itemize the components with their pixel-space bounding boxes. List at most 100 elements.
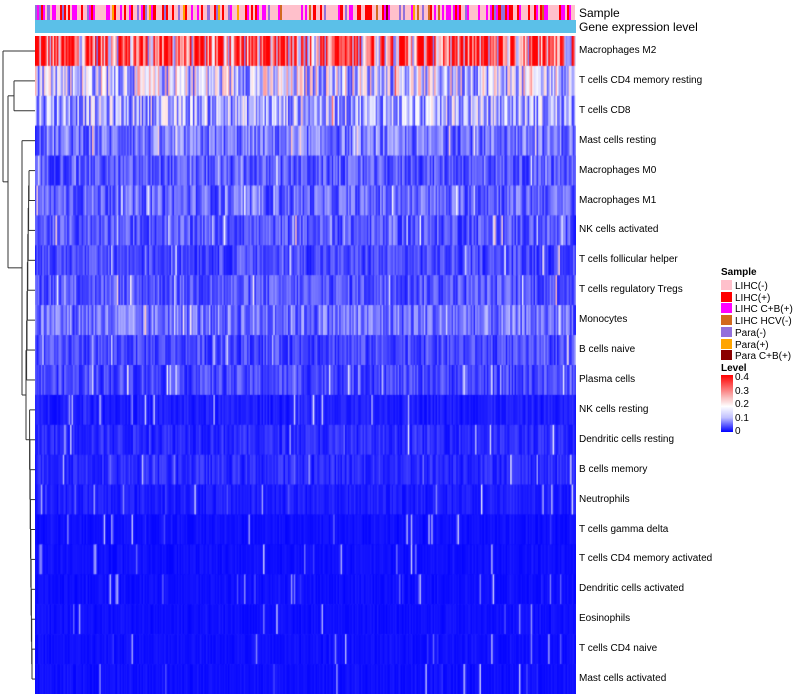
- sample-annotation-cell: [417, 5, 420, 20]
- sample-annotation-cell: [230, 5, 233, 20]
- sample-annotation-cell: [282, 5, 285, 20]
- sample-annotation-cell: [379, 5, 383, 20]
- row-label: Plasma cells: [579, 373, 636, 385]
- sample-annotation-cell: [134, 5, 137, 20]
- sample-annotation-cell: [446, 5, 449, 20]
- sample-annotation-cell: [330, 5, 333, 20]
- sample-annotation-cell: [423, 5, 426, 20]
- sample-annotation-cell: [105, 5, 108, 20]
- sample-annotation-cell: [242, 5, 245, 20]
- sample-annotation-cell: [95, 5, 98, 20]
- sample-annotation-cell: [352, 5, 356, 20]
- sample-annotation-cell: [184, 5, 187, 20]
- row-label: Monocytes: [579, 314, 628, 326]
- sample-annotation-cell: [473, 5, 476, 20]
- sample-annotation-cell: [315, 5, 318, 20]
- sample-annotation-cell: [523, 5, 526, 20]
- legend-swatch: [721, 280, 732, 290]
- sample-annotation-cell: [450, 5, 453, 20]
- sample-annotation-cell: [99, 5, 102, 20]
- legend-sample-label: LIHC HCV(-): [735, 316, 792, 328]
- sample-annotation-cell: [107, 5, 110, 20]
- sample-annotation-cell: [452, 5, 455, 20]
- sample-annotation-cell: [290, 5, 293, 20]
- sample-annotation-cell: [556, 5, 559, 20]
- sample-annotation-cell: [533, 5, 536, 20]
- legend-swatch: [721, 326, 732, 337]
- sample-annotation-cell: [537, 5, 540, 20]
- sample-annotation-cell: [554, 5, 557, 20]
- row-label: Mast cells resting: [579, 134, 657, 146]
- sample-annotation-cell: [319, 5, 322, 20]
- sample-annotation-cell: [97, 5, 100, 20]
- sample-annotation-cell: [86, 5, 90, 20]
- sample-annotation-cell: [59, 5, 63, 20]
- sample-annotation-cell: [488, 5, 491, 20]
- row-label: T cells follicular helper: [579, 254, 678, 266]
- legend-sample-item: Para(-): [721, 326, 766, 339]
- annotation-label-sample: Sample: [579, 6, 620, 20]
- sample-annotation-cell: [303, 5, 306, 20]
- legend-sample-label: LIHC(+): [735, 292, 771, 304]
- sample-annotation-cell: [49, 5, 52, 20]
- sample-annotation-cell: [325, 5, 329, 20]
- legend-sample-label: Para C+B(+): [735, 351, 792, 363]
- sample-annotation-cell: [336, 5, 339, 20]
- sample-annotation-cell: [188, 5, 191, 20]
- sample-annotation-cell: [222, 5, 225, 20]
- sample-annotation-cell: [456, 5, 459, 20]
- sample-annotation-cell: [70, 5, 73, 20]
- sample-annotation-cell: [240, 5, 243, 20]
- sample-annotation-cell: [265, 5, 268, 20]
- sample-annotation-cell: [311, 5, 314, 20]
- sample-annotation-cell: [89, 5, 92, 20]
- sample-annotation-cell: [301, 5, 304, 20]
- sample-annotation-cell: [490, 5, 493, 20]
- sample-annotation-cell: [159, 5, 162, 20]
- sample-annotation-cell: [267, 5, 270, 20]
- sample-annotation-cell: [174, 5, 177, 20]
- sample-annotation-cell: [567, 5, 570, 20]
- sample-annotation-cell: [76, 5, 79, 20]
- sample-annotation-cell: [122, 5, 125, 20]
- sample-annotation-cell: [271, 5, 274, 20]
- sample-annotation-cell: [126, 5, 129, 20]
- sample-annotation-cell: [228, 5, 231, 20]
- sample-annotation-cell: [419, 5, 422, 20]
- sample-annotation-cell: [415, 5, 418, 20]
- row-label: B cells naive: [579, 344, 636, 356]
- sample-annotation-cell: [80, 5, 83, 20]
- sample-annotation-cell: [199, 5, 202, 20]
- sample-annotation-cell: [542, 5, 545, 20]
- sample-annotation-cell: [55, 5, 58, 20]
- sample-annotation-cell: [246, 5, 250, 20]
- sample-annotation-cell: [255, 5, 258, 20]
- sample-annotation-cell: [153, 5, 156, 20]
- sample-annotation-cell: [388, 5, 391, 20]
- sample-annotation-cell: [35, 5, 38, 20]
- sample-annotation-cell: [165, 5, 168, 20]
- legend-swatch: [721, 315, 732, 326]
- sample-annotation-cell: [138, 5, 141, 20]
- row-label: T cells CD4 memory activated: [579, 553, 713, 565]
- sample-annotation-cell: [498, 5, 501, 20]
- sample-annotation-cell: [350, 5, 353, 20]
- sample-annotation-cell: [508, 5, 511, 20]
- legend-sample-label: LIHC(-): [735, 281, 768, 292]
- sample-annotation-cell: [454, 5, 457, 20]
- sample-annotation-cell: [253, 5, 256, 20]
- row-label: Dendritic cells resting: [579, 433, 675, 445]
- sample-annotation-cell: [502, 5, 505, 20]
- sample-annotation-cell: [483, 5, 486, 20]
- sample-annotation-cell: [377, 5, 380, 20]
- legend-sample-item: LIHC(+): [721, 291, 771, 304]
- sample-annotation-cell: [182, 5, 185, 20]
- sample-annotation-cell: [103, 5, 106, 20]
- sample-annotation-cell: [45, 5, 48, 20]
- sample-annotation-cell: [552, 5, 555, 20]
- legend-sample-label: Para(+): [735, 339, 769, 351]
- sample-annotation-cell: [64, 5, 67, 20]
- sample-annotation-cell: [201, 5, 204, 20]
- sample-annotation-cell: [284, 5, 287, 20]
- sample-annotation-cell: [477, 5, 480, 20]
